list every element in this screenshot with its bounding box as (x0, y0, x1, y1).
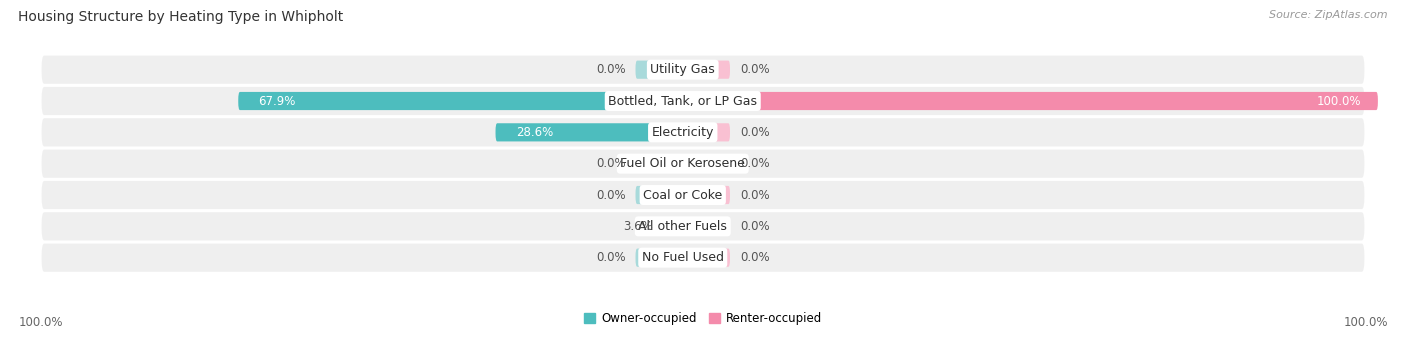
Text: 0.0%: 0.0% (740, 157, 769, 170)
Text: 0.0%: 0.0% (596, 251, 626, 264)
FancyBboxPatch shape (683, 186, 730, 204)
FancyBboxPatch shape (42, 212, 1364, 240)
Text: Source: ZipAtlas.com: Source: ZipAtlas.com (1270, 10, 1388, 20)
FancyBboxPatch shape (636, 186, 683, 204)
FancyBboxPatch shape (42, 56, 1364, 84)
Text: 3.6%: 3.6% (623, 220, 652, 233)
Text: 0.0%: 0.0% (596, 63, 626, 76)
Text: 0.0%: 0.0% (740, 63, 769, 76)
FancyBboxPatch shape (683, 217, 730, 235)
FancyBboxPatch shape (42, 181, 1364, 209)
FancyBboxPatch shape (495, 123, 683, 142)
FancyBboxPatch shape (683, 61, 730, 79)
Text: 0.0%: 0.0% (740, 189, 769, 202)
FancyBboxPatch shape (42, 243, 1364, 272)
FancyBboxPatch shape (683, 154, 730, 173)
Text: 100.0%: 100.0% (1343, 316, 1388, 329)
Text: No Fuel Used: No Fuel Used (641, 251, 724, 264)
FancyBboxPatch shape (42, 87, 1364, 115)
Text: 0.0%: 0.0% (740, 126, 769, 139)
FancyBboxPatch shape (683, 92, 1378, 110)
Text: 100.0%: 100.0% (1316, 94, 1361, 107)
Text: All other Fuels: All other Fuels (638, 220, 727, 233)
FancyBboxPatch shape (636, 154, 683, 173)
Text: Housing Structure by Heating Type in Whipholt: Housing Structure by Heating Type in Whi… (18, 10, 343, 24)
Text: 67.9%: 67.9% (259, 94, 295, 107)
FancyBboxPatch shape (683, 249, 730, 267)
Text: 0.0%: 0.0% (740, 220, 769, 233)
FancyBboxPatch shape (42, 118, 1364, 146)
FancyBboxPatch shape (238, 92, 683, 110)
FancyBboxPatch shape (683, 123, 730, 142)
Text: Utility Gas: Utility Gas (651, 63, 716, 76)
Text: Electricity: Electricity (651, 126, 714, 139)
Text: 0.0%: 0.0% (596, 157, 626, 170)
Text: 0.0%: 0.0% (740, 251, 769, 264)
Text: 28.6%: 28.6% (516, 126, 553, 139)
FancyBboxPatch shape (42, 150, 1364, 178)
Text: 0.0%: 0.0% (596, 189, 626, 202)
Text: 100.0%: 100.0% (18, 316, 63, 329)
Legend: Owner-occupied, Renter-occupied: Owner-occupied, Renter-occupied (583, 312, 823, 325)
FancyBboxPatch shape (636, 217, 683, 235)
FancyBboxPatch shape (636, 61, 683, 79)
Text: Fuel Oil or Kerosene: Fuel Oil or Kerosene (620, 157, 745, 170)
Text: Bottled, Tank, or LP Gas: Bottled, Tank, or LP Gas (609, 94, 758, 107)
Text: Coal or Coke: Coal or Coke (643, 189, 723, 202)
FancyBboxPatch shape (636, 249, 683, 267)
